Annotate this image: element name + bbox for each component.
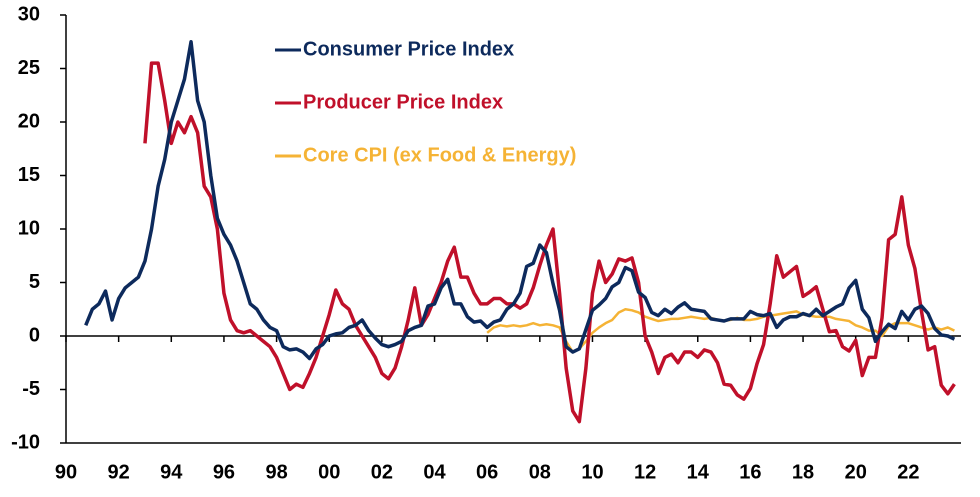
y-tick-label: 10 — [18, 217, 40, 239]
x-tick-label: 12 — [634, 461, 656, 483]
y-tick-label: 15 — [18, 164, 40, 186]
legend-label: Core CPI (ex Food & Energy) — [303, 144, 576, 166]
legend-label: Consumer Price Index — [303, 38, 514, 60]
legend-label: Producer Price Index — [303, 91, 503, 113]
x-tick-label: 18 — [792, 461, 814, 483]
x-tick-label: 10 — [581, 461, 603, 483]
x-tick-label: 16 — [739, 461, 761, 483]
x-tick-label: 02 — [371, 461, 393, 483]
y-tick-label: 20 — [18, 110, 40, 132]
x-tick-label: 14 — [687, 461, 710, 483]
y-tick-label: -10 — [11, 431, 40, 453]
y-tick-label: 5 — [29, 271, 40, 293]
x-tick-label: 06 — [476, 461, 498, 483]
x-tick-label: 08 — [529, 461, 551, 483]
y-tick-label: 30 — [18, 3, 40, 25]
x-tick-label: 00 — [318, 461, 340, 483]
series-line — [84, 40, 956, 361]
x-tick-label: 92 — [108, 461, 130, 483]
y-tick-label: 25 — [18, 57, 40, 79]
x-tick-label: 98 — [265, 461, 287, 483]
y-tick-label: -5 — [22, 378, 40, 400]
x-tick-label: 04 — [423, 461, 446, 483]
x-tick-label: 96 — [213, 461, 235, 483]
x-tick-label: 94 — [160, 461, 183, 483]
x-tick-label: 90 — [55, 461, 77, 483]
x-tick-label: 22 — [897, 461, 919, 483]
y-tick-label: 0 — [29, 324, 40, 346]
series-line — [143, 61, 956, 424]
x-tick-label: 20 — [845, 461, 867, 483]
